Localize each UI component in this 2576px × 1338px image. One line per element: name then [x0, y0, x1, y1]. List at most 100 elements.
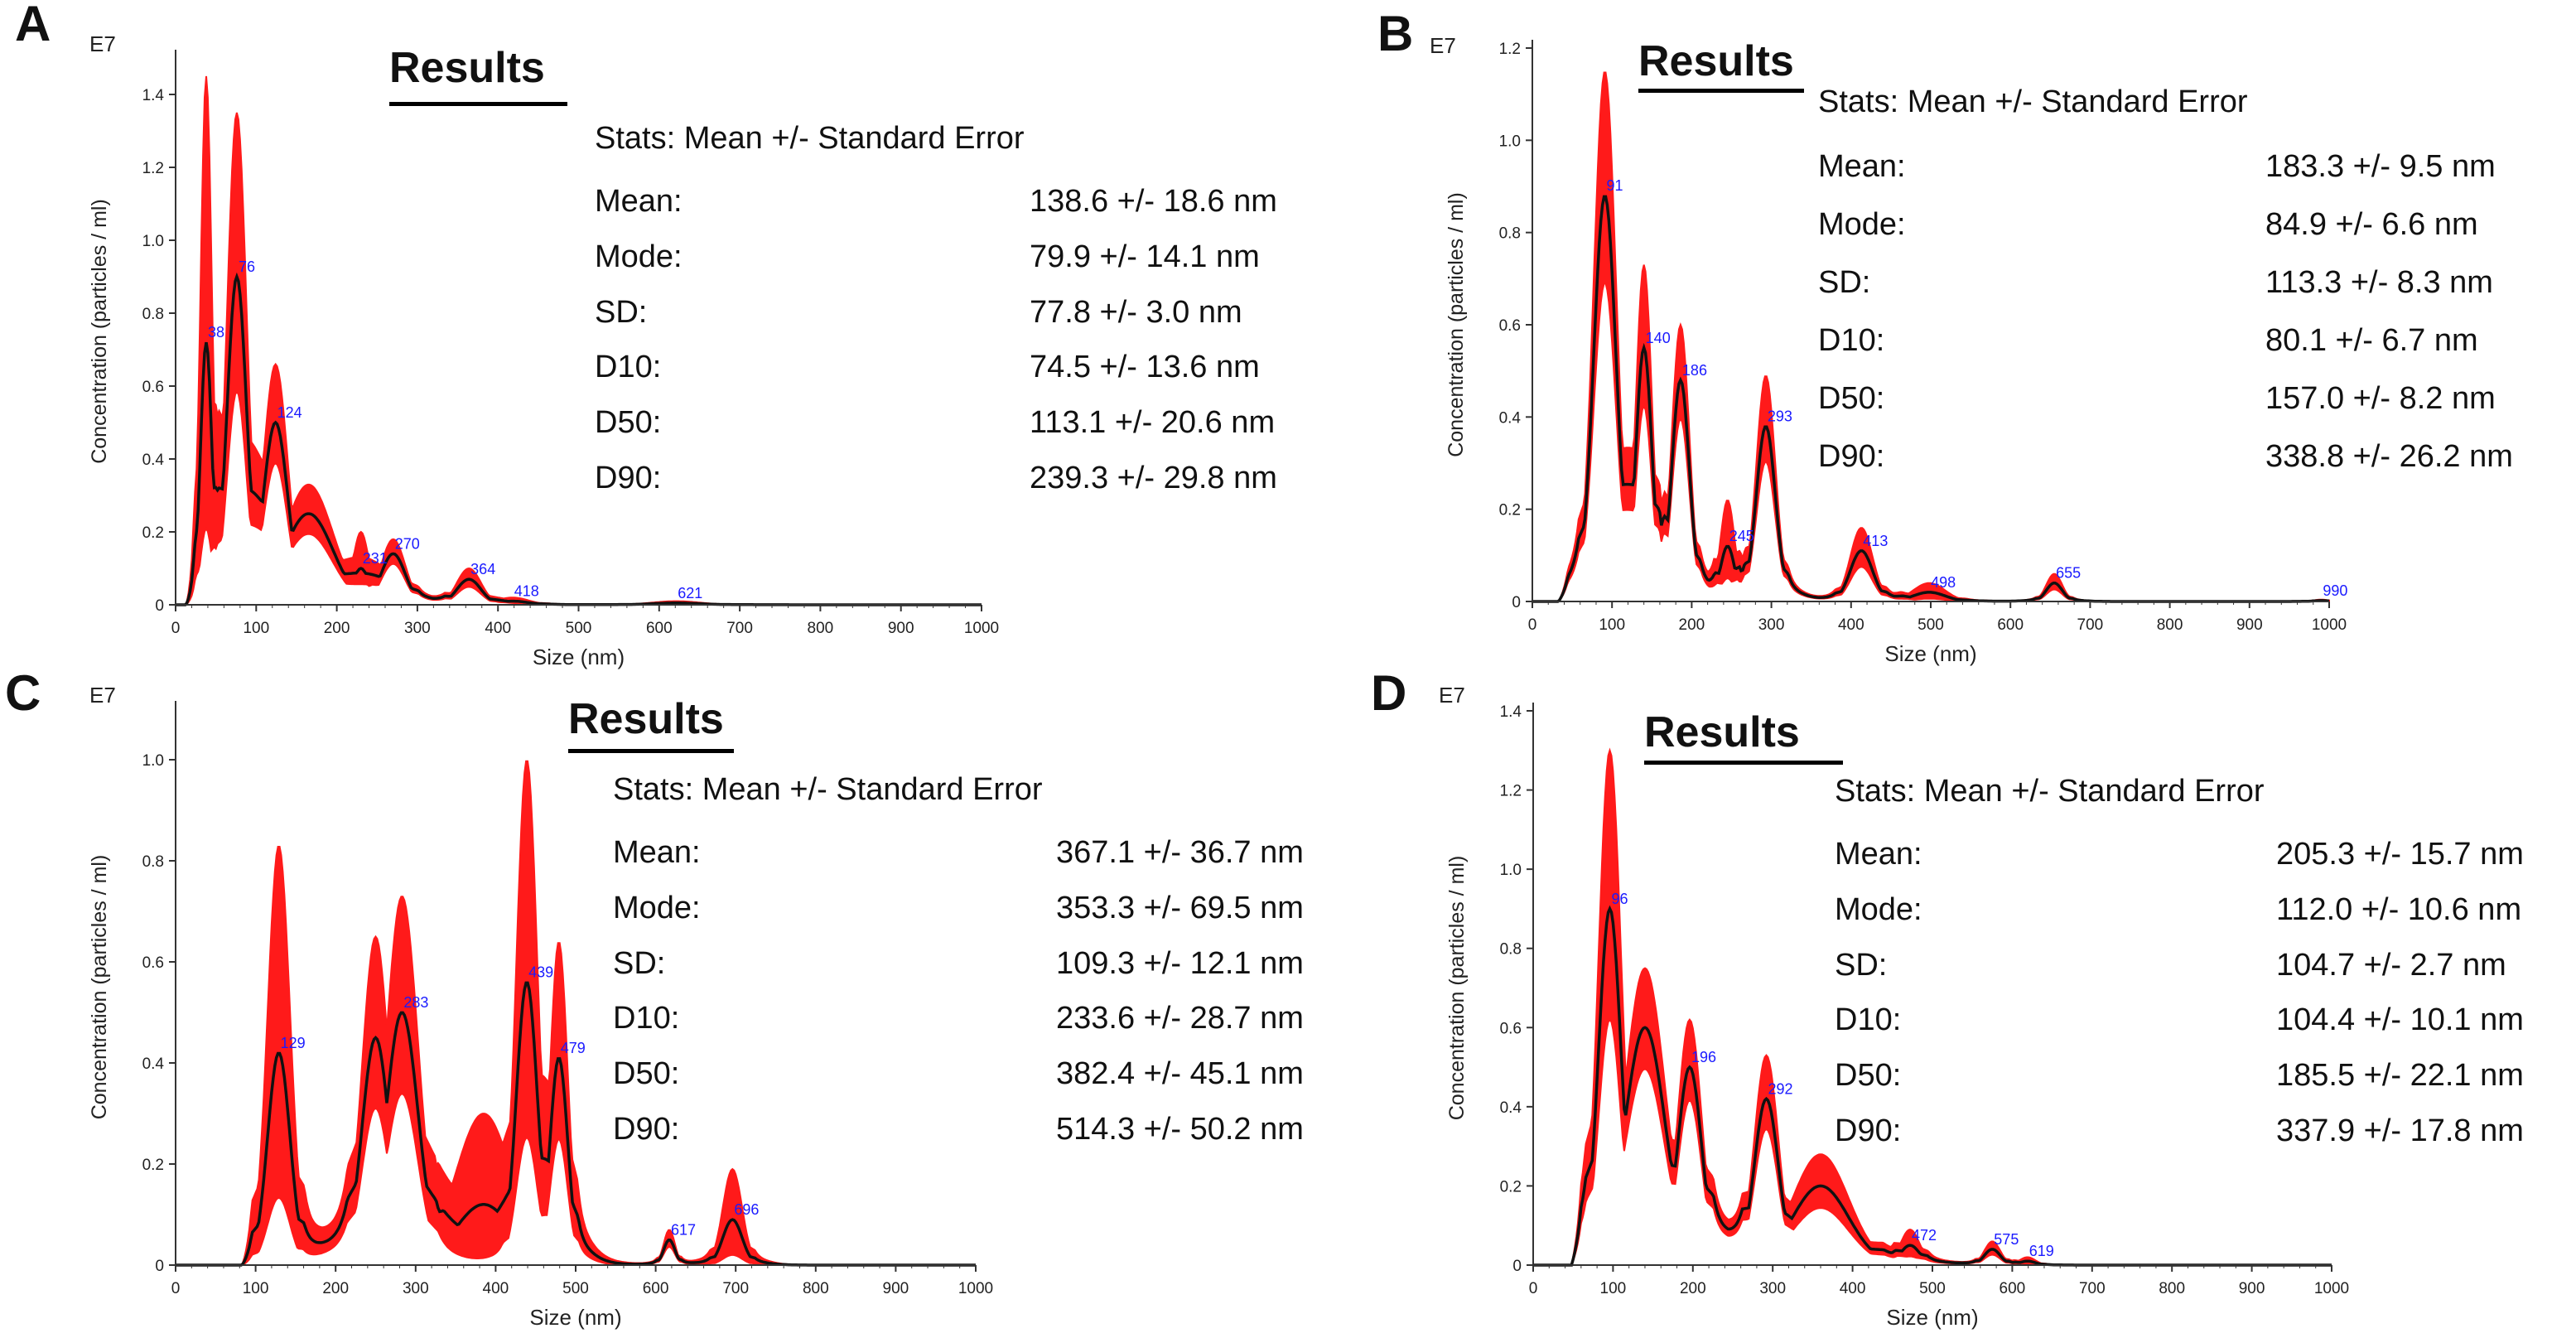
- stats-key: D10:: [1818, 323, 1885, 358]
- peak-label: 621: [678, 585, 702, 601]
- y-tick-label: 0: [1512, 594, 1521, 611]
- x-tick-label: 700: [722, 1280, 749, 1297]
- size-distribution-chart: 0 100 200 300 400 500 600 700 800 900 1000 0 0.2 0.4 0…: [88, 701, 993, 1330]
- stats-key: SD:: [1835, 947, 1888, 983]
- stats-key: D10:: [613, 1001, 680, 1036]
- peak-label: 498: [1931, 574, 1956, 591]
- panel-a: A E7 0 100 200 300 400 500 600 700 800 900 1000 0 0.…: [0, 0, 1288, 669]
- stats-key: D50:: [1818, 381, 1885, 416]
- x-tick-label: 1000: [958, 1280, 993, 1297]
- y-tick-label: 1.2: [1499, 41, 1521, 58]
- stats-value: 185.5 +/- 22.1 nm: [2276, 1058, 2524, 1093]
- y-axis-label: Concentration (particles / ml): [1445, 856, 1469, 1121]
- stats-row: Mean: 205.3 +/- 15.7 nm: [1835, 837, 2576, 875]
- y-axis-label: Concentration (particles / ml): [1445, 192, 1468, 457]
- x-tick-label: 300: [404, 620, 431, 637]
- stats-row: SD: 104.7 +/- 2.7 nm: [1835, 948, 2576, 986]
- stats-block: Stats: Mean +/- Standard Error Mean: 138.6…: [595, 121, 1282, 502]
- x-tick-label: 1000: [2314, 1280, 2349, 1297]
- peak-label: 270: [395, 535, 420, 552]
- stats-key: D90:: [595, 460, 662, 495]
- stats-row: D50: 382.4 +/- 45.1 nm: [613, 1056, 1304, 1094]
- peak-label: 186: [1682, 362, 1707, 379]
- y-tick-label: 1.2: [142, 160, 164, 177]
- peak-label: 96: [1612, 891, 1628, 907]
- x-tick-label: 900: [2239, 1280, 2265, 1297]
- stats-row: SD: 109.3 +/- 12.1 nm: [613, 946, 1304, 984]
- stats-value: 84.9 +/- 6.6 nm: [2265, 207, 2478, 242]
- stats-value: 104.7 +/- 2.7 nm: [2276, 947, 2506, 983]
- peak-label: 575: [1994, 1231, 2019, 1248]
- x-tick-label: 300: [1758, 616, 1785, 634]
- peak-label: 696: [734, 1201, 759, 1218]
- stats-value: 239.3 +/- 29.8 nm: [1030, 460, 1277, 495]
- x-tick-label: 400: [483, 1280, 509, 1297]
- peak-label: 418: [514, 583, 539, 600]
- x-tick-label: 0: [1529, 1280, 1538, 1297]
- x-tick-label: 100: [1599, 616, 1625, 634]
- panel-label: C: [5, 665, 41, 721]
- stats-value: 233.6 +/- 28.7 nm: [1056, 1001, 1304, 1036]
- peak-label: 91: [1607, 177, 1623, 194]
- x-tick-label: 600: [646, 620, 673, 637]
- x-tick-label: 0: [171, 1280, 181, 1297]
- results-title: Results: [389, 44, 545, 92]
- stats-value: 104.4 +/- 10.1 nm: [2276, 1002, 2524, 1038]
- peak-label: 479: [561, 1040, 586, 1056]
- x-tick-label: 100: [1600, 1280, 1627, 1297]
- panel-b: B E7 0 100 200 300 400 500 600 700 800 900 1000 0 0.…: [1288, 0, 2576, 666]
- peak-label: 472: [1912, 1227, 1937, 1244]
- stats-key: Mode:: [613, 891, 701, 925]
- peak-label: 124: [277, 404, 302, 421]
- x-tick-label: 800: [803, 1280, 829, 1297]
- x-tick-label: 900: [883, 1280, 909, 1297]
- y-tick-label: 0: [155, 1258, 164, 1275]
- y-tick-label: 0.8: [1499, 225, 1521, 243]
- x-tick-label: 500: [1918, 616, 1944, 634]
- x-tick-label: 600: [1997, 616, 2024, 634]
- stats-key: Mean:: [1835, 837, 1922, 872]
- stats-header: Stats: Mean +/- Standard Error: [1835, 774, 2265, 809]
- y-tick-label: 0.8: [1500, 941, 1522, 959]
- x-tick-label: 600: [643, 1280, 669, 1297]
- y-multiplier: E7: [89, 31, 116, 56]
- y-axis-label: Concentration (particles / ml): [88, 199, 111, 464]
- x-tick-label: 0: [171, 620, 181, 637]
- y-tick-label: 0.8: [142, 306, 164, 323]
- error-band: [176, 75, 982, 606]
- stats-value: 79.9 +/- 14.1 nm: [1030, 239, 1260, 274]
- x-tick-label: 300: [403, 1280, 429, 1297]
- stats-row: Mode: 353.3 +/- 69.5 nm: [613, 891, 1304, 929]
- y-multiplier: E7: [1439, 683, 1465, 708]
- stats-header: Stats: Mean +/- Standard Error: [1818, 85, 2248, 119]
- peak-label: 364: [470, 561, 495, 577]
- stats-row: D10: 104.4 +/- 10.1 nm: [1835, 1002, 2576, 1041]
- y-tick-label: 0: [155, 597, 164, 615]
- stats-row: D50: 113.1 +/- 20.6 nm: [595, 405, 1282, 443]
- y-tick-label: 1.0: [142, 752, 164, 770]
- peak-label: 283: [403, 994, 428, 1011]
- stats-key: SD:: [595, 294, 648, 330]
- stats-value: 74.5 +/- 13.6 nm: [1030, 350, 1260, 385]
- stats-key: Mode:: [595, 239, 683, 274]
- y-tick-label: 0.2: [142, 524, 164, 542]
- peak-label: 231: [363, 550, 388, 567]
- x-axis-label: Size (nm): [533, 645, 625, 669]
- y-tick-label: 1.0: [1499, 133, 1521, 150]
- x-tick-label: 800: [808, 620, 834, 637]
- peak-label: 76: [239, 258, 255, 275]
- y-tick-label: 1.4: [142, 87, 165, 104]
- x-tick-label: 700: [726, 620, 753, 637]
- stats-value: 183.3 +/- 9.5 nm: [2265, 149, 2496, 184]
- stats-row: SD: 113.3 +/- 8.3 nm: [1818, 265, 2576, 303]
- stats-key: D90:: [1835, 1113, 1902, 1148]
- stats-block: Stats: Mean +/- Standard Error Mean: 367.1…: [613, 772, 1304, 1153]
- results-title: Results: [1638, 37, 1794, 85]
- stats-key: Mode:: [1835, 892, 1922, 927]
- stats-key: D50:: [1835, 1058, 1902, 1093]
- stats-key: SD:: [1818, 265, 1871, 300]
- y-tick-label: 1.0: [1500, 862, 1522, 879]
- stats-value: 157.0 +/- 8.2 nm: [2265, 381, 2496, 416]
- x-tick-label: 100: [243, 620, 269, 637]
- x-tick-label: 500: [566, 620, 592, 637]
